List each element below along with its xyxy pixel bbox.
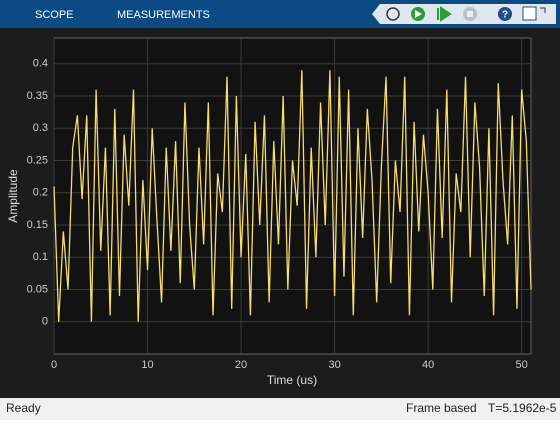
plot-content: 0 0.05 0.1 0.15 0.2 0.25 0.3 0.35 0.4 0 10 20 30 40 50 bbox=[27, 38, 532, 371]
y-tick-label: 0.4 bbox=[33, 58, 48, 70]
y-tick-label: 0.1 bbox=[33, 251, 48, 263]
tab-scope[interactable]: SCOPE bbox=[35, 9, 74, 21]
tab-measurements[interactable]: MEASUREMENTS bbox=[117, 9, 210, 21]
y-axis-label: Amplitude bbox=[6, 169, 20, 223]
y-tick-label: 0.3 bbox=[33, 122, 48, 134]
icon-collapse[interactable] bbox=[540, 7, 546, 13]
y-tick-label: 0.35 bbox=[27, 90, 48, 102]
x-tick-label: 30 bbox=[328, 359, 340, 371]
x-tick-label: 0 bbox=[51, 359, 57, 371]
x-tick-label: 50 bbox=[516, 359, 528, 371]
icon-help[interactable] bbox=[498, 7, 512, 21]
icon-step[interactable] bbox=[437, 6, 452, 22]
y-tick-label: 0.15 bbox=[27, 219, 48, 231]
icon-stop-glyph bbox=[467, 11, 473, 17]
status-mode: Frame based bbox=[406, 401, 477, 415]
status-text: Ready bbox=[6, 401, 41, 415]
icon-step-back[interactable] bbox=[386, 7, 400, 21]
y-tick-label: 0.05 bbox=[27, 283, 48, 295]
y-tick-label: 0.25 bbox=[27, 154, 48, 166]
x-tick-label: 10 bbox=[141, 359, 153, 371]
status-time: T=5.1962e-5 bbox=[488, 401, 557, 415]
status-bar bbox=[0, 398, 560, 420]
x-axis-label: Time (us) bbox=[267, 373, 317, 387]
icon-help-glyph: ? bbox=[502, 10, 508, 21]
y-tick-label: 0 bbox=[42, 316, 48, 328]
x-tick-label: 20 bbox=[235, 359, 247, 371]
y-tick-label: 0.2 bbox=[33, 187, 48, 199]
icon-run-glyph bbox=[415, 10, 422, 18]
signal-line bbox=[53, 70, 532, 322]
x-tick-label: 40 bbox=[422, 359, 434, 371]
icon-undock[interactable] bbox=[522, 6, 537, 21]
